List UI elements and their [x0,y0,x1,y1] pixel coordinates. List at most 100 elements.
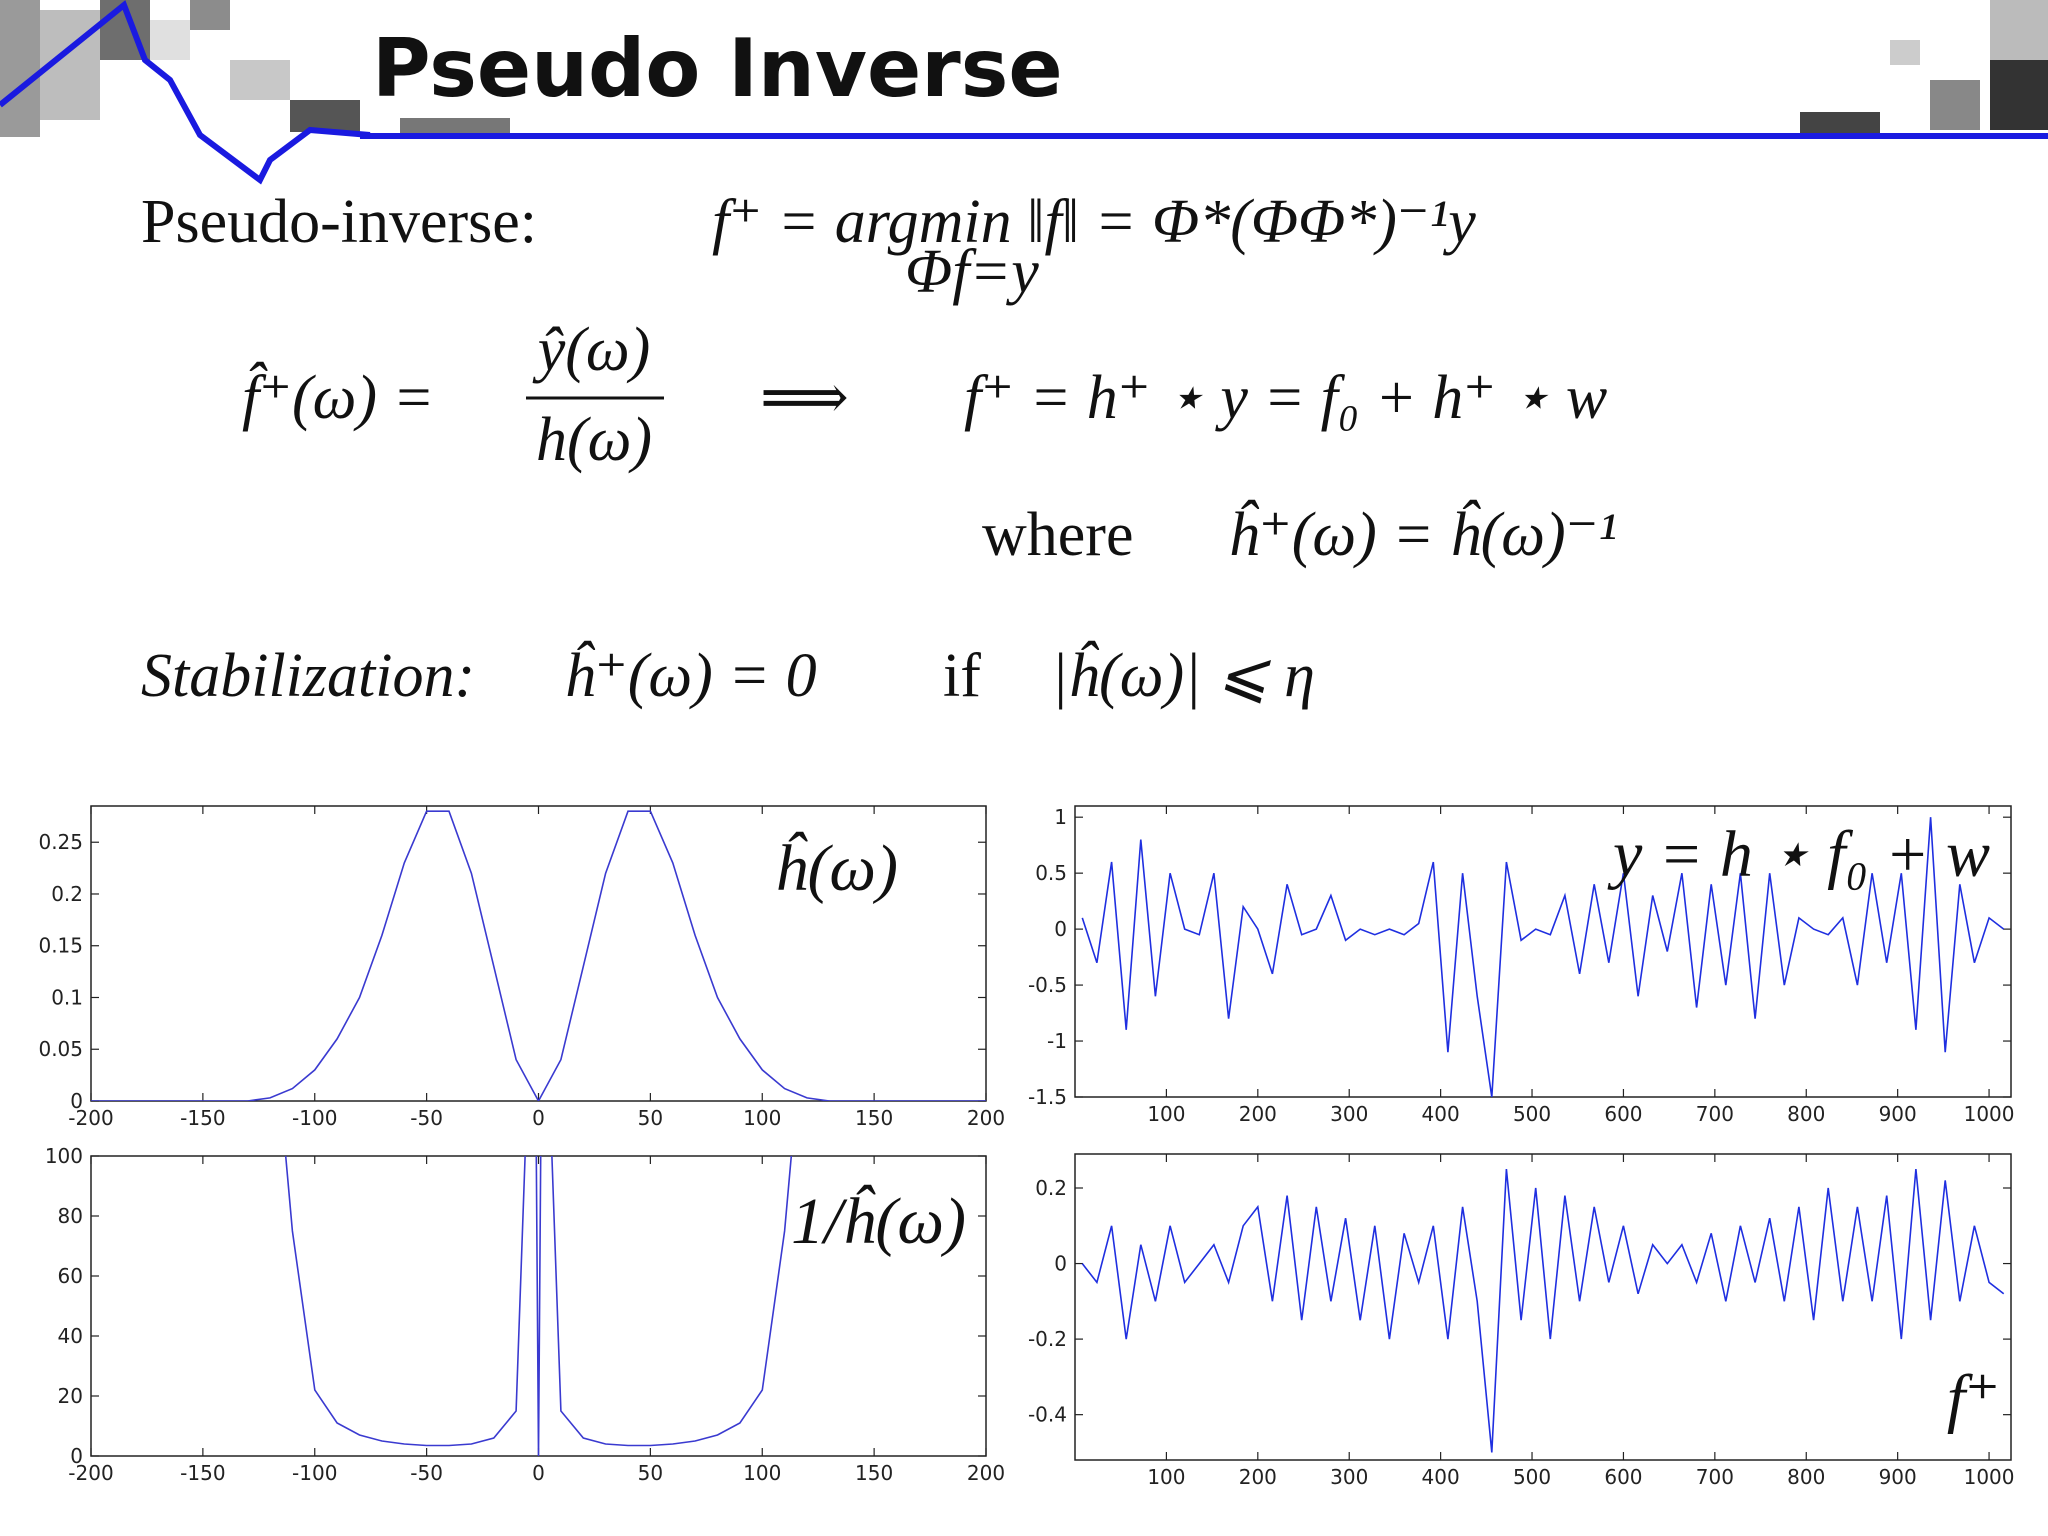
x-tick-label: -150 [180,1461,225,1485]
x-tick-label: 0 [532,1106,545,1130]
x-tick-label: 50 [638,1461,663,1485]
deco-block [1990,0,2048,60]
y-tick-label: -1 [1047,1029,1067,1053]
x-tick-label: 1000 [1964,1102,2015,1126]
deco-block [0,0,40,137]
deco-block [1890,40,1920,65]
chart-annotation: y = h ⋆ f₀ + w [1607,818,1990,891]
y-tick-label: -0.2 [1028,1327,1067,1351]
fraction-denominator: h(ω) [536,406,652,474]
x-tick-label: 500 [1513,1465,1551,1489]
plot-area [1074,805,2012,1098]
y-tick-label: 60 [58,1264,83,1288]
formula: f⁺ = h⁺ ⋆ y = f₀ + h⁺ ⋆ w [964,364,1607,432]
x-tick-label: -50 [410,1106,443,1130]
x-tick-label: 200 [967,1106,1005,1130]
x-tick-label: -50 [410,1461,443,1485]
x-tick-label: 100 [1147,1465,1185,1489]
y-tick-label: -0.5 [1028,973,1067,997]
x-tick-label: 200 [1239,1102,1277,1126]
plot-area [1074,1153,2012,1461]
deco-block [1800,112,1880,134]
formula-label: Stabilization: [141,642,475,710]
x-tick-label: 1000 [1964,1465,2015,1489]
x-tick-label: -200 [68,1106,113,1130]
x-tick-label: 150 [855,1461,893,1485]
formula: f̂⁺(ω) = [242,362,434,432]
formula: ĥ⁺(ω) = 0 [564,641,817,710]
y-tick-label: 0.2 [51,882,83,906]
y-tick-label: 40 [58,1324,83,1348]
header-decoration [0,0,2048,185]
x-tick-label: 800 [1787,1102,1825,1126]
y-tick-label: 0.25 [38,830,83,854]
formula: f⁺ = argmin ‖f‖ = Φ*(ΦΦ*)⁻¹y [712,188,1476,256]
deco-block [1990,60,2048,130]
y-tick-label: 0.05 [38,1037,83,1061]
x-tick-label: 100 [1147,1102,1185,1126]
y-tick-label: 1 [1054,805,1067,829]
chart: 100 200 300 400 500 600 700 800 900 1000 -0.4 -0.2 0… [1028,1153,2015,1489]
x-tick-label: 400 [1422,1102,1460,1126]
x-tick-label: 100 [743,1106,781,1130]
deco-block [400,118,510,135]
x-tick-label: 300 [1330,1465,1368,1489]
y-tick-label: 0.15 [38,934,83,958]
data-line [1081,1169,2005,1453]
deco-zigzag [0,0,371,185]
y-tick-label: 0.5 [1035,861,1067,885]
fraction-numerator: ŷ(ω) [532,316,651,384]
x-tick-label: 0 [532,1461,545,1485]
x-tick-label: 150 [855,1106,893,1130]
deco-block [1930,80,1980,130]
y-tick-label: 100 [45,1144,83,1168]
y-tick-label: -1.5 [1028,1085,1067,1109]
y-tick-label: 80 [58,1204,83,1228]
y-tick-label: 0.2 [1035,1176,1067,1200]
chart: -200 -150 -100 -50 0 50 100 150 200 0 0.05 0.1 0.15 0… [38,805,1005,1130]
x-tick-label: 200 [967,1461,1005,1485]
chart-annotation: ĥ(ω) [774,832,898,905]
deco-block [230,60,290,100]
formula-label: if [943,642,981,710]
formula-subscript: Φf=y [905,238,1039,306]
implies: ⟹ [760,364,849,432]
data-line [1081,817,2005,1097]
x-tick-label: 400 [1422,1465,1460,1489]
y-tick-label: 0 [70,1089,83,1113]
data-line [284,1156,793,1456]
x-tick-label: 800 [1787,1465,1825,1489]
formula: |ĥ(ω)| ⩽ η [1051,641,1315,710]
formula-label: where [982,501,1133,569]
x-tick-label: 600 [1604,1465,1642,1489]
y-tick-label: 20 [58,1384,83,1408]
chart: -200 -150 -100 -50 0 50 100 150 200 0 20 40 60 80 100 1… [45,1144,1005,1485]
x-tick-label: -100 [292,1461,337,1485]
deco-block [150,20,190,60]
plot-area [90,805,987,1102]
x-tick-label: 700 [1696,1465,1734,1489]
y-tick-label: -0.4 [1028,1403,1067,1427]
x-tick-label: 300 [1330,1102,1368,1126]
x-tick-label: 900 [1879,1465,1917,1489]
x-tick-label: 50 [638,1106,663,1130]
chart-annotation: f⁺ [1947,1362,2000,1435]
chart-annotation: 1/ĥ(ω) [791,1185,966,1258]
y-tick-label: 0.1 [51,985,83,1009]
formula-label: Pseudo-inverse: [141,188,537,256]
deco-block [190,0,230,30]
slide-title: Pseudo Inverse [372,22,1063,115]
y-tick-label: 0 [70,1444,83,1468]
x-tick-label: 200 [1239,1465,1277,1489]
y-tick-label: 0 [1054,917,1067,941]
x-tick-label: 500 [1513,1102,1551,1126]
x-tick-label: 100 [743,1461,781,1485]
x-tick-label: -200 [68,1461,113,1485]
deco-block [290,100,360,132]
formula: ĥ⁺(ω) = ĥ(ω)⁻¹ [1228,500,1617,569]
x-tick-label: -150 [180,1106,225,1130]
chart: 100 200 300 400 500 600 700 800 900 1000 -1.5 -1 -0.… [1028,805,2015,1126]
x-tick-label: -100 [292,1106,337,1130]
x-tick-label: 900 [1879,1102,1917,1126]
